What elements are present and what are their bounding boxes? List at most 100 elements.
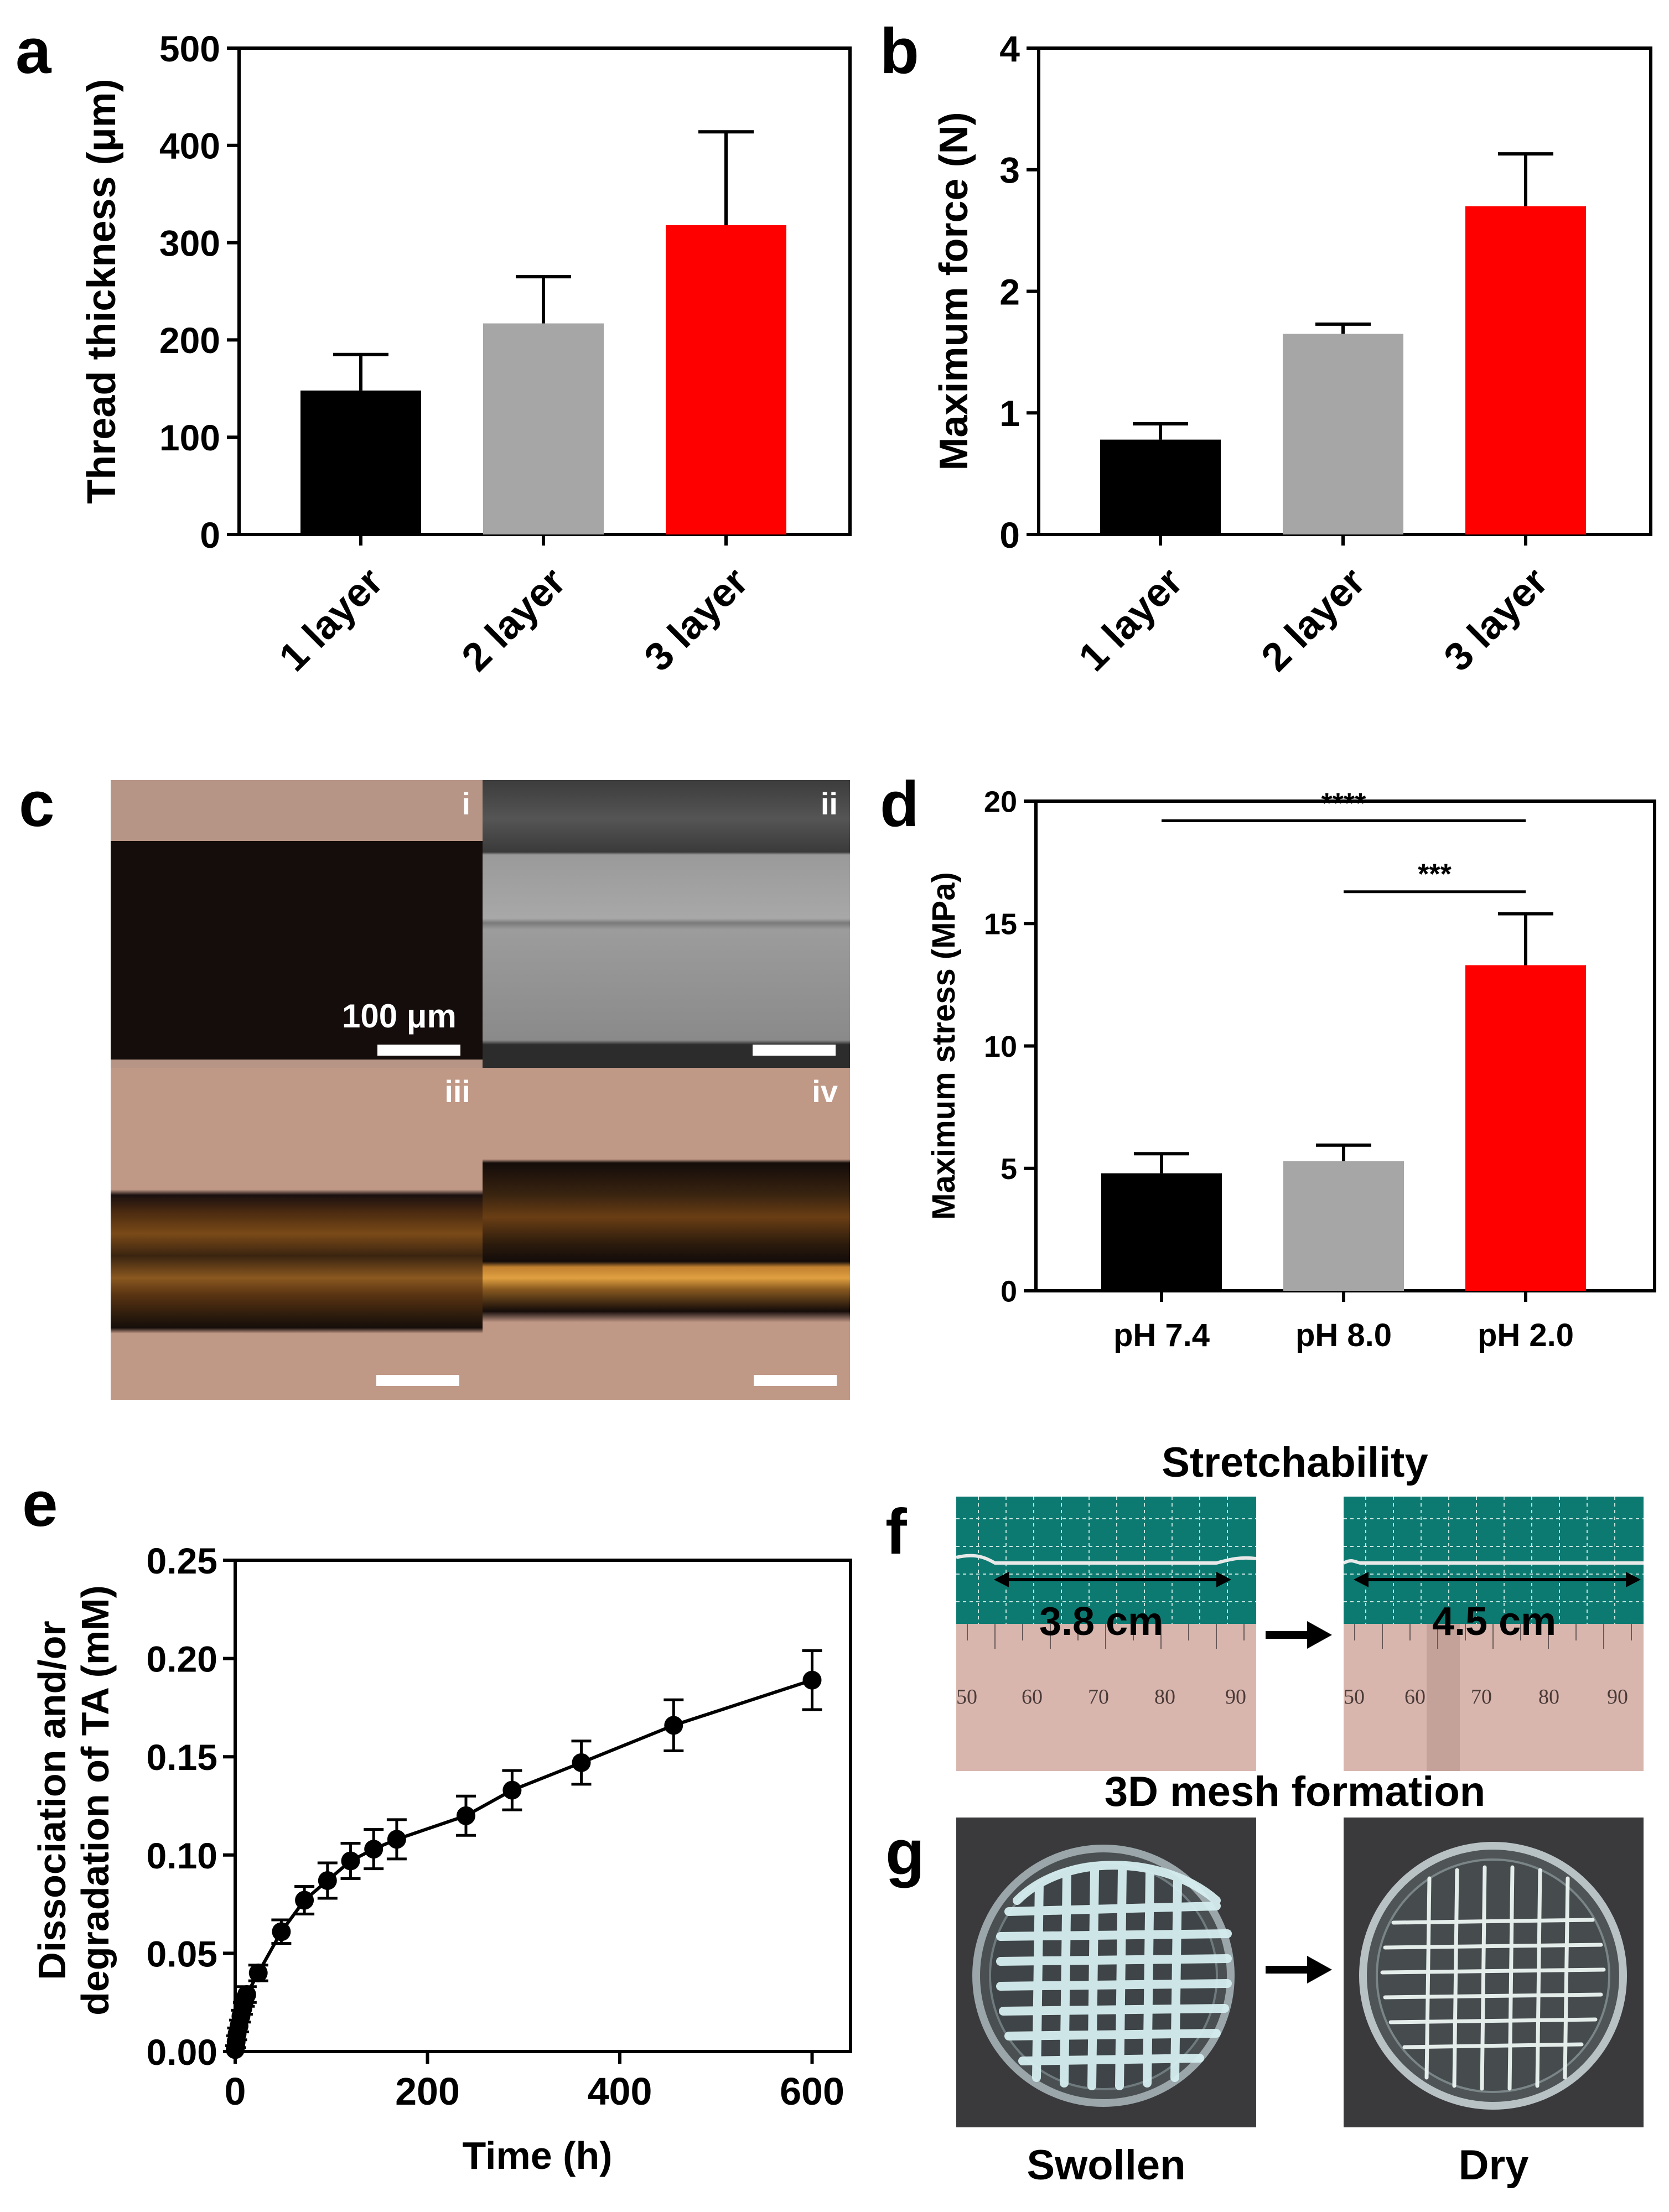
ruler-number: 80 [1154, 1685, 1175, 1709]
data-point [802, 1670, 822, 1690]
y-axis-label-line1: Dissociation and/or [30, 1621, 74, 1980]
y-tick-label: 20 [984, 785, 1017, 818]
x-tick-label: 0 [225, 2070, 246, 2113]
y-tick-label: 5 [1001, 1152, 1017, 1186]
panel-label-e: e [22, 1468, 58, 1540]
chart-b: 0 1 2 3 4 Maximum force (N) 1 layer 2 layer 3 la… [932, 28, 1652, 680]
bar-2 [483, 323, 604, 534]
chart-d: 0 5 10 15 20 Maximum stress (MPa) pH 7.4 pH 8.0… [926, 785, 1656, 1353]
micrograph-label-iii: iii [444, 1074, 470, 1109]
mesh-photo-dry [1344, 1818, 1644, 2127]
plot-frame [234, 1559, 852, 2053]
panel-label-d: d [880, 768, 919, 840]
x-tick-label: 200 [395, 2070, 460, 2113]
data-point [387, 1830, 406, 1849]
mesh-formation-title: 3D mesh formation [1104, 1768, 1486, 1815]
data-point [341, 1851, 360, 1871]
ruler-number: 50 [1344, 1685, 1365, 1709]
x-tick-label: 1 layer [1070, 559, 1191, 680]
y-axis-label-line2: degradation of TA (mM) [74, 1585, 117, 2016]
data-point [457, 1806, 475, 1825]
x-tick-label: 3 layer [1435, 559, 1556, 680]
y-tick-label: 500 [159, 28, 220, 69]
y-tick-label: 300 [159, 222, 220, 263]
panel-label-a: a [15, 15, 51, 87]
y-tick-label: 0 [200, 515, 220, 555]
significance-label: **** [1321, 787, 1367, 819]
bar-2 [1283, 334, 1403, 534]
data-point [502, 1780, 522, 1800]
chart-e: 0.00 0.05 0.10 0.15 0.20 0.25 0 200 400 600 Time (… [30, 1540, 852, 2177]
y-tick-label: 0.15 [147, 1737, 217, 1778]
ruler-numbers-after: 50 60 70 80 90 [1344, 1685, 1644, 1729]
micrograph-label-i: i [462, 786, 470, 821]
ruler-number: 90 [1225, 1685, 1246, 1709]
y-tick-label: 2 [999, 271, 1020, 312]
ruler-number: 60 [1404, 1685, 1426, 1709]
ruler-number: 70 [1088, 1685, 1109, 1709]
y-tick-label: 0 [999, 515, 1020, 555]
micrograph-iii: iii [111, 1068, 483, 1400]
y-tick-label: 400 [159, 126, 220, 167]
micrograph-i: i 100 μm [111, 780, 483, 1068]
y-tick-label: 0.10 [147, 1835, 217, 1876]
x-tick-label: 400 [588, 2070, 652, 2113]
scale-bar-text: 100 μm [342, 998, 457, 1035]
y-tick-label: 10 [984, 1030, 1017, 1063]
panel-label-g: g [885, 1816, 925, 1888]
micrograph-iv: iv [483, 1068, 850, 1400]
x-tick-label: 3 layer [636, 559, 756, 680]
y-tick-label: 100 [159, 417, 220, 458]
x-tick-label: 600 [780, 2070, 844, 2113]
x-tick-label: 2 layer [1253, 559, 1373, 680]
stretchability-title: Stretchability [1162, 1439, 1428, 1486]
length-before: 3.8 cm [1039, 1600, 1164, 1644]
panel-label-c: c [19, 768, 55, 840]
x-tick-label: pH 8.0 [1295, 1317, 1392, 1353]
bar-3 [1465, 965, 1586, 1291]
y-tick-label: 4 [999, 28, 1020, 69]
mesh-caption-swollen: Swollen [1027, 2142, 1186, 2189]
mesh-caption-dry: Dry [1458, 2142, 1529, 2189]
data-point [664, 1716, 683, 1735]
scale-bar [754, 1375, 837, 1386]
data-point [364, 1840, 383, 1859]
x-tick-label: 2 layer [453, 559, 574, 680]
bar-3 [666, 225, 786, 534]
ruler-number: 60 [1022, 1685, 1043, 1709]
y-tick-label: 0.05 [147, 1933, 217, 1974]
bar-1 [1101, 1173, 1222, 1291]
y-tick-label: 15 [984, 908, 1017, 941]
data-point [237, 1985, 256, 2004]
micrograph-label-iv: iv [812, 1074, 838, 1109]
y-tick-label: 0.20 [147, 1639, 217, 1680]
mesh-photo-swollen [956, 1818, 1256, 2127]
chart-a: 0 100 200 300 400 500 Thread thickness (μm) 1 l… [80, 28, 852, 680]
bar-1 [1100, 439, 1221, 534]
bar-1 [300, 390, 421, 534]
y-axis-label: Maximum force (N) [932, 112, 976, 470]
scale-bar [377, 1045, 460, 1056]
ruler-numbers-before: 50 60 70 80 90 [956, 1685, 1256, 1729]
scale-bar [376, 1375, 459, 1386]
x-tick-label: pH 7.4 [1113, 1317, 1210, 1353]
panel-label-f: f [885, 1496, 907, 1567]
data-point [318, 1871, 337, 1890]
x-axis-label: Time (h) [463, 2134, 613, 2177]
y-tick-label: 1 [999, 393, 1020, 434]
ruler-number: 70 [1471, 1685, 1492, 1709]
ruler-number: 50 [956, 1685, 977, 1709]
data-point [272, 1922, 291, 1941]
data-point [295, 1891, 314, 1910]
arrow-icon [1266, 1621, 1332, 1649]
series-line [234, 1678, 813, 2050]
y-axis-label: Thread thickness (μm) [80, 79, 124, 503]
data-point [572, 1753, 591, 1772]
panel-label-b: b [880, 15, 919, 87]
y-tick-label: 0.25 [147, 1540, 217, 1581]
data-point [248, 1963, 268, 1982]
y-tick-label: 200 [159, 320, 220, 361]
stretch-photo-after: 4.5 cm 50 60 70 80 90 [1344, 1497, 1644, 1771]
x-tick-label: 1 layer [271, 559, 391, 680]
